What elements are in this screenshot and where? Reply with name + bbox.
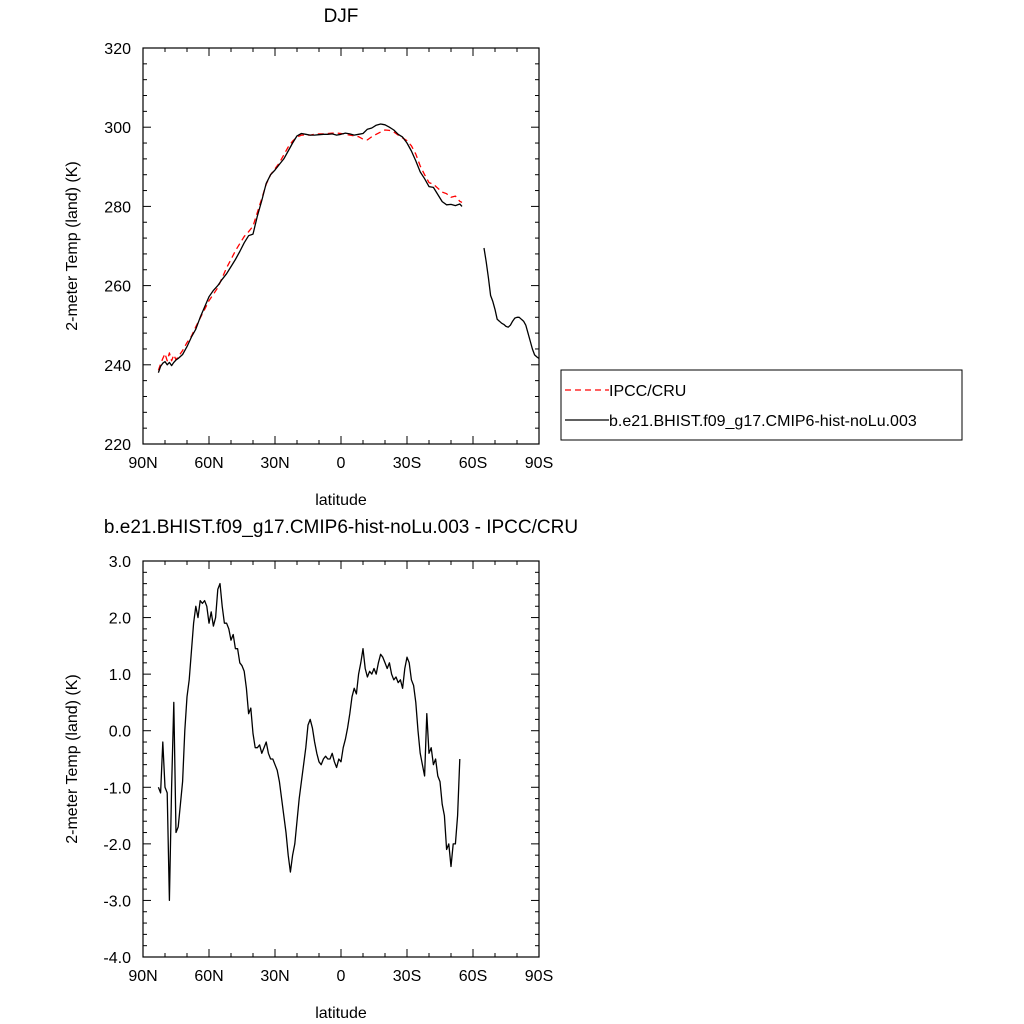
x-axis-label: latitude [315, 1005, 367, 1022]
x-tick-label: 0 [337, 455, 346, 472]
x-tick-label: 90S [525, 968, 553, 985]
y-tick-label: 240 [104, 358, 131, 375]
series-line-0-segment-0 [157, 129, 463, 371]
x-tick-label: 90N [128, 968, 157, 985]
y-tick-label: -3.0 [103, 893, 131, 910]
y-tick-label: -2.0 [103, 837, 131, 854]
y-tick-label: 300 [104, 120, 131, 137]
x-tick-label: 90S [525, 455, 553, 472]
y-axis-label: 2-meter Temp (land) (K) [64, 674, 81, 844]
plot-frame [142, 47, 540, 445]
x-tick-label: 30S [393, 968, 421, 985]
legend-label-ipcc-cru: IPCC/CRU [609, 383, 686, 400]
y-tick-label: -4.0 [103, 950, 131, 967]
series-group [157, 123, 540, 373]
series-group [157, 582, 461, 902]
x-tick-label: 90N [128, 455, 157, 472]
chart-temperature-difference: b.e21.BHIST.f09_g17.CMIP6-hist-noLu.003 … [64, 517, 578, 1022]
axis-ticks: 90N 60N 30N 0 30S 60S 90S 220 240 260 280 300 320 [104, 41, 553, 472]
x-tick-label: 30N [260, 968, 289, 985]
legend-label-model: b.e21.BHIST.f09_g17.CMIP6-hist-noLu.003 [609, 413, 917, 430]
y-tick-label: 280 [104, 199, 131, 216]
chart-title: b.e21.BHIST.f09_g17.CMIP6-hist-noLu.003 … [104, 517, 578, 538]
y-tick-label: -1.0 [103, 780, 131, 797]
y-tick-label: 220 [104, 437, 131, 454]
x-tick-label: 60N [194, 455, 223, 472]
y-axis-label: 2-meter Temp (land) (K) [64, 161, 81, 331]
legend: IPCC/CRU b.e21.BHIST.f09_g17.CMIP6-hist-… [560, 369, 963, 441]
x-tick-label: 60N [194, 968, 223, 985]
x-tick-label: 60S [459, 455, 487, 472]
series-line-1-segment-0 [157, 123, 463, 373]
chart-title: DJF [324, 6, 359, 27]
series-line-1-segment-1 [483, 247, 540, 360]
y-tick-label: 1.0 [109, 667, 131, 684]
axis-ticks: 90N 60N 30N 0 30S 60S 90S -4.0 -3.0 -2.0 -1.0 0.0 1.… [103, 554, 553, 985]
series-line-0-segment-0 [157, 582, 461, 902]
y-tick-label: 0.0 [109, 724, 131, 741]
legend-box [560, 369, 963, 441]
y-tick-label: 3.0 [109, 554, 131, 571]
chart-temperature-djf: DJF 90N 60N 30N 0 30S 60S 90S 220 240 260 280 300 32… [64, 6, 963, 509]
x-tick-label: 30S [393, 455, 421, 472]
y-tick-label: 320 [104, 41, 131, 58]
y-tick-label: 260 [104, 279, 131, 296]
x-tick-label: 30N [260, 455, 289, 472]
y-tick-label: 2.0 [109, 611, 131, 628]
x-tick-label: 0 [337, 968, 346, 985]
x-tick-label: 60S [459, 968, 487, 985]
x-axis-label: latitude [315, 492, 367, 509]
